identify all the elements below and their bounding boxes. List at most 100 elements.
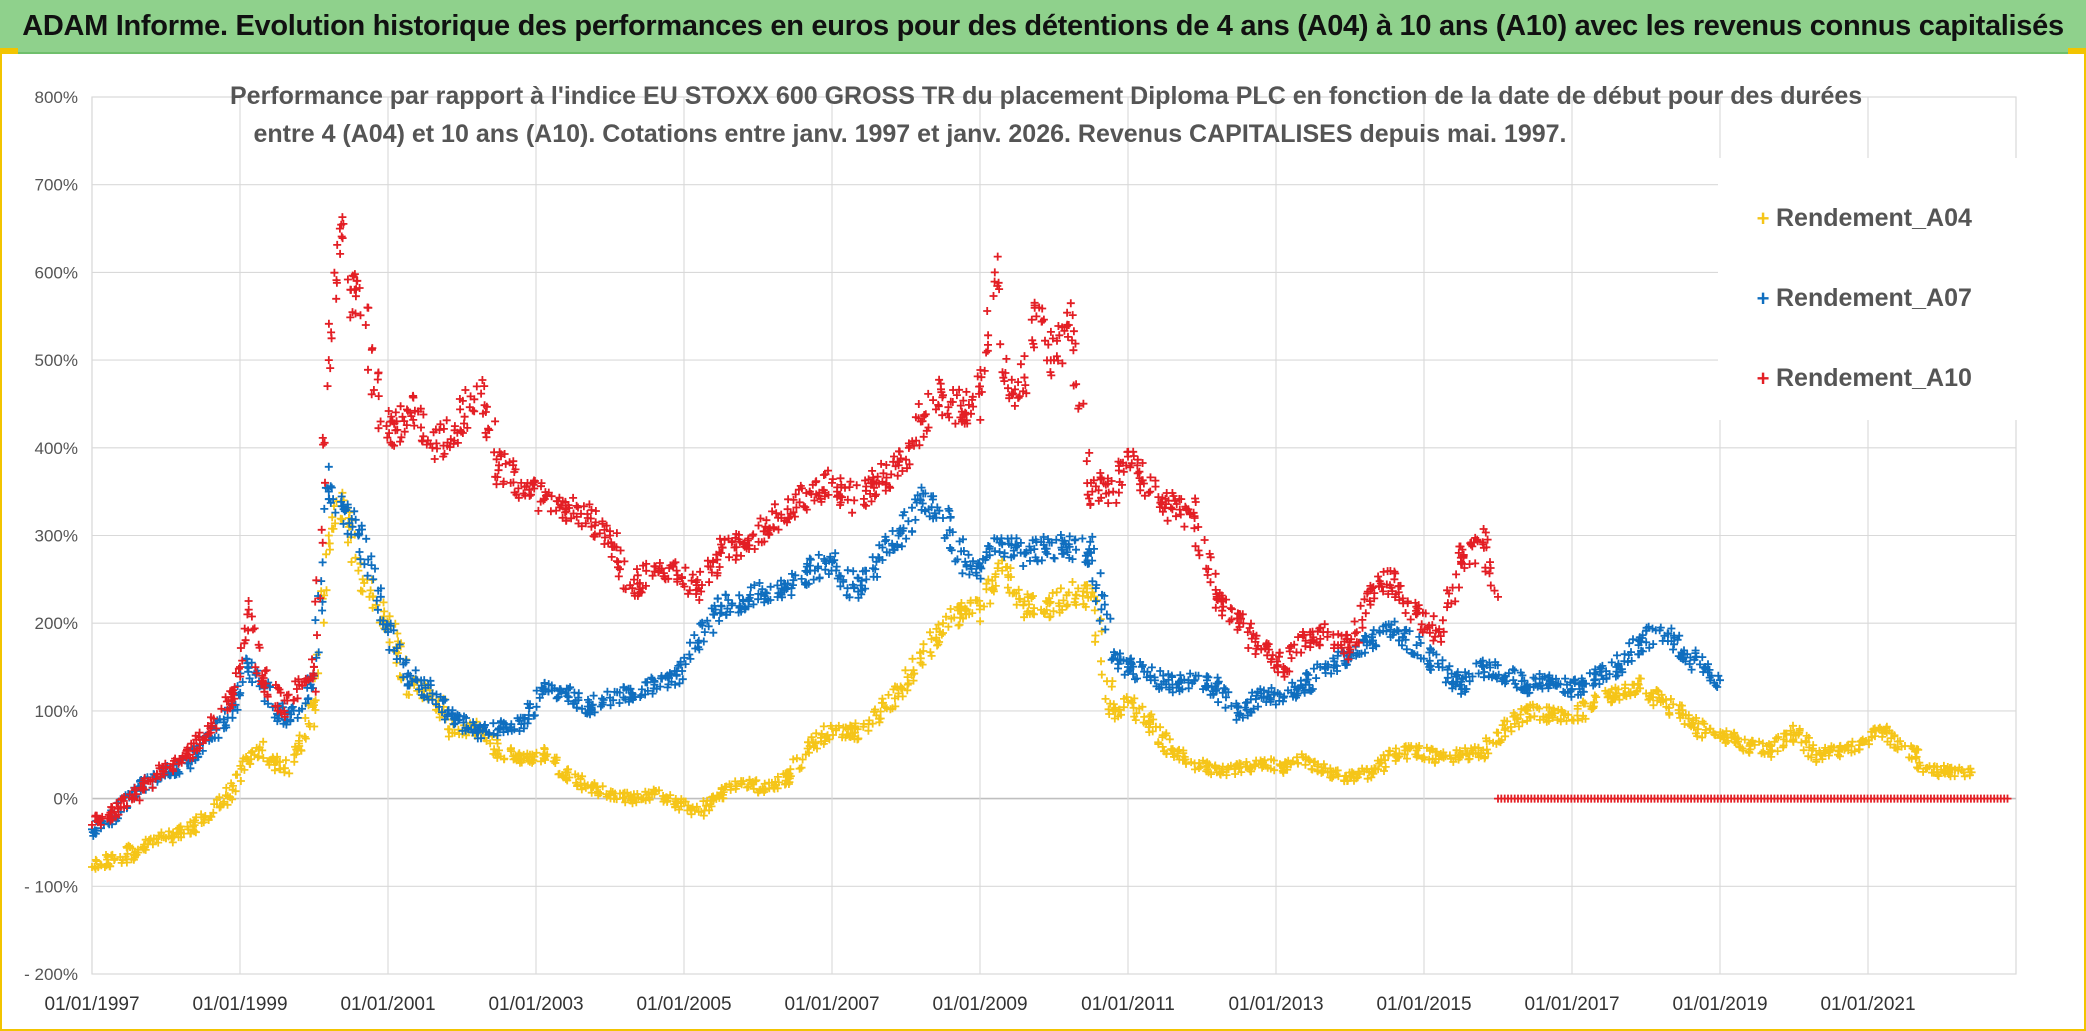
point-rendement_a04 xyxy=(344,538,352,547)
point-rendement_a07 xyxy=(1058,549,1067,558)
point-rendement_a10 xyxy=(460,419,468,428)
point-rendement_a04 xyxy=(770,781,779,790)
point-rendement_a07 xyxy=(643,678,651,687)
point-rendement_a10 xyxy=(937,388,946,397)
point-rendement_a10 xyxy=(731,555,740,564)
point-rendement_a07 xyxy=(664,680,673,689)
point-rendement_a04 xyxy=(129,850,138,859)
point-rendement_a10 xyxy=(877,459,886,468)
point-rendement_a10 xyxy=(1133,469,1142,478)
point-rendement_a07 xyxy=(1707,671,1716,680)
point-rendement_a07 xyxy=(540,678,549,687)
point-rendement_a04 xyxy=(683,806,692,815)
point-rendement_a10 xyxy=(692,585,701,594)
point-rendement_a10 xyxy=(463,423,472,432)
point-rendement_a07 xyxy=(1509,676,1518,685)
point-rendement_a10 xyxy=(1000,377,1009,386)
point-rendement_a04 xyxy=(1072,600,1081,609)
point-rendement_a10 xyxy=(410,421,419,430)
point-rendement_a07 xyxy=(853,573,862,582)
point-rendement_a10 xyxy=(1015,392,1024,401)
point-rendement_a07 xyxy=(805,554,814,563)
point-rendement_a10 xyxy=(635,589,643,598)
point-rendement_a07 xyxy=(957,547,966,556)
point-rendement_a10 xyxy=(1028,336,1037,345)
point-rendement_a10 xyxy=(450,422,459,431)
point-rendement_a10 xyxy=(1306,638,1315,647)
point-rendement_a10 xyxy=(1226,604,1235,613)
point-rendement_a07 xyxy=(357,521,366,530)
point-rendement_a07 xyxy=(1704,660,1712,669)
point-rendement_a10 xyxy=(879,469,888,478)
point-rendement_a07 xyxy=(403,681,412,690)
point-rendement_a07 xyxy=(520,719,529,728)
point-rendement_a10 xyxy=(1361,609,1370,618)
point-rendement_a04 xyxy=(1773,747,1782,756)
point-rendement_a07 xyxy=(350,507,359,516)
point-rendement_a04 xyxy=(124,841,133,850)
point-rendement_a10 xyxy=(398,412,407,421)
point-rendement_a10 xyxy=(1486,558,1494,567)
point-rendement_a04 xyxy=(322,586,331,595)
point-rendement_a07 xyxy=(539,687,548,696)
point-rendement_a07 xyxy=(1091,597,1100,606)
point-rendement_a04 xyxy=(1925,762,1934,771)
point-rendement_a07 xyxy=(1090,544,1098,553)
point-rendement_a10 xyxy=(416,404,425,413)
point-rendement_a07 xyxy=(1710,678,1719,687)
point-rendement_a04 xyxy=(231,787,240,796)
point-rendement_a07 xyxy=(1361,648,1369,657)
point-rendement_a10 xyxy=(1054,356,1062,365)
point-rendement_a10 xyxy=(1062,322,1071,331)
point-rendement_a04 xyxy=(725,780,734,789)
point-rendement_a07 xyxy=(432,690,441,699)
point-rendement_a10 xyxy=(569,493,578,502)
point-rendement_a07 xyxy=(746,583,755,592)
point-rendement_a10 xyxy=(350,270,359,279)
point-rendement_a04 xyxy=(975,605,984,614)
legend-item-a10: + Rendement_A10 xyxy=(1756,364,1972,393)
point-rendement_a04 xyxy=(1840,745,1849,754)
point-rendement_a07 xyxy=(1147,663,1156,672)
point-rendement_a04 xyxy=(955,620,964,629)
point-rendement_a10 xyxy=(492,455,501,464)
point-rendement_a07 xyxy=(873,572,882,581)
point-rendement_a07 xyxy=(1060,536,1069,545)
point-rendement_a07 xyxy=(979,555,987,563)
point-rendement_a07 xyxy=(1313,660,1322,669)
point-rendement_a04 xyxy=(1015,594,1024,603)
point-rendement_a07 xyxy=(1394,627,1403,636)
point-rendement_a07 xyxy=(320,504,329,513)
point-rendement_a04 xyxy=(988,576,997,585)
point-rendement_a07 xyxy=(833,574,842,583)
point-rendement_a10 xyxy=(633,565,641,574)
point-rendement_a10 xyxy=(207,721,216,730)
point-rendement_a07 xyxy=(948,528,957,537)
point-rendement_a07 xyxy=(1037,556,1046,565)
point-rendement_a07 xyxy=(376,592,385,601)
point-rendement_a04 xyxy=(1547,708,1556,717)
point-rendement_a10 xyxy=(376,417,385,426)
point-rendement_a10 xyxy=(251,663,260,672)
point-rendement_a10 xyxy=(920,411,929,419)
point-rendement_a04 xyxy=(1030,604,1038,613)
point-rendement_a07 xyxy=(1427,645,1435,654)
point-rendement_a04 xyxy=(1915,758,1924,767)
point-rendement_a10 xyxy=(250,624,259,633)
point-rendement_a04 xyxy=(1804,733,1813,742)
point-rendement_a10 xyxy=(1356,601,1365,610)
point-rendement_a10 xyxy=(1085,494,1094,503)
point-rendement_a10 xyxy=(91,811,100,820)
point-rendement_a10 xyxy=(763,526,772,535)
point-rendement_a10 xyxy=(893,471,902,480)
point-rendement_a04 xyxy=(1675,709,1684,718)
point-rendement_a10 xyxy=(1185,510,1194,519)
point-rendement_a10 xyxy=(324,319,333,328)
point-rendement_a04 xyxy=(1119,703,1128,712)
point-rendement_a10 xyxy=(478,376,487,384)
point-rendement_a10 xyxy=(139,778,148,787)
point-rendement_a04 xyxy=(1636,684,1644,693)
point-rendement_a10 xyxy=(1391,593,1400,602)
point-rendement_a07 xyxy=(563,692,572,701)
point-rendement_a04 xyxy=(976,617,985,626)
